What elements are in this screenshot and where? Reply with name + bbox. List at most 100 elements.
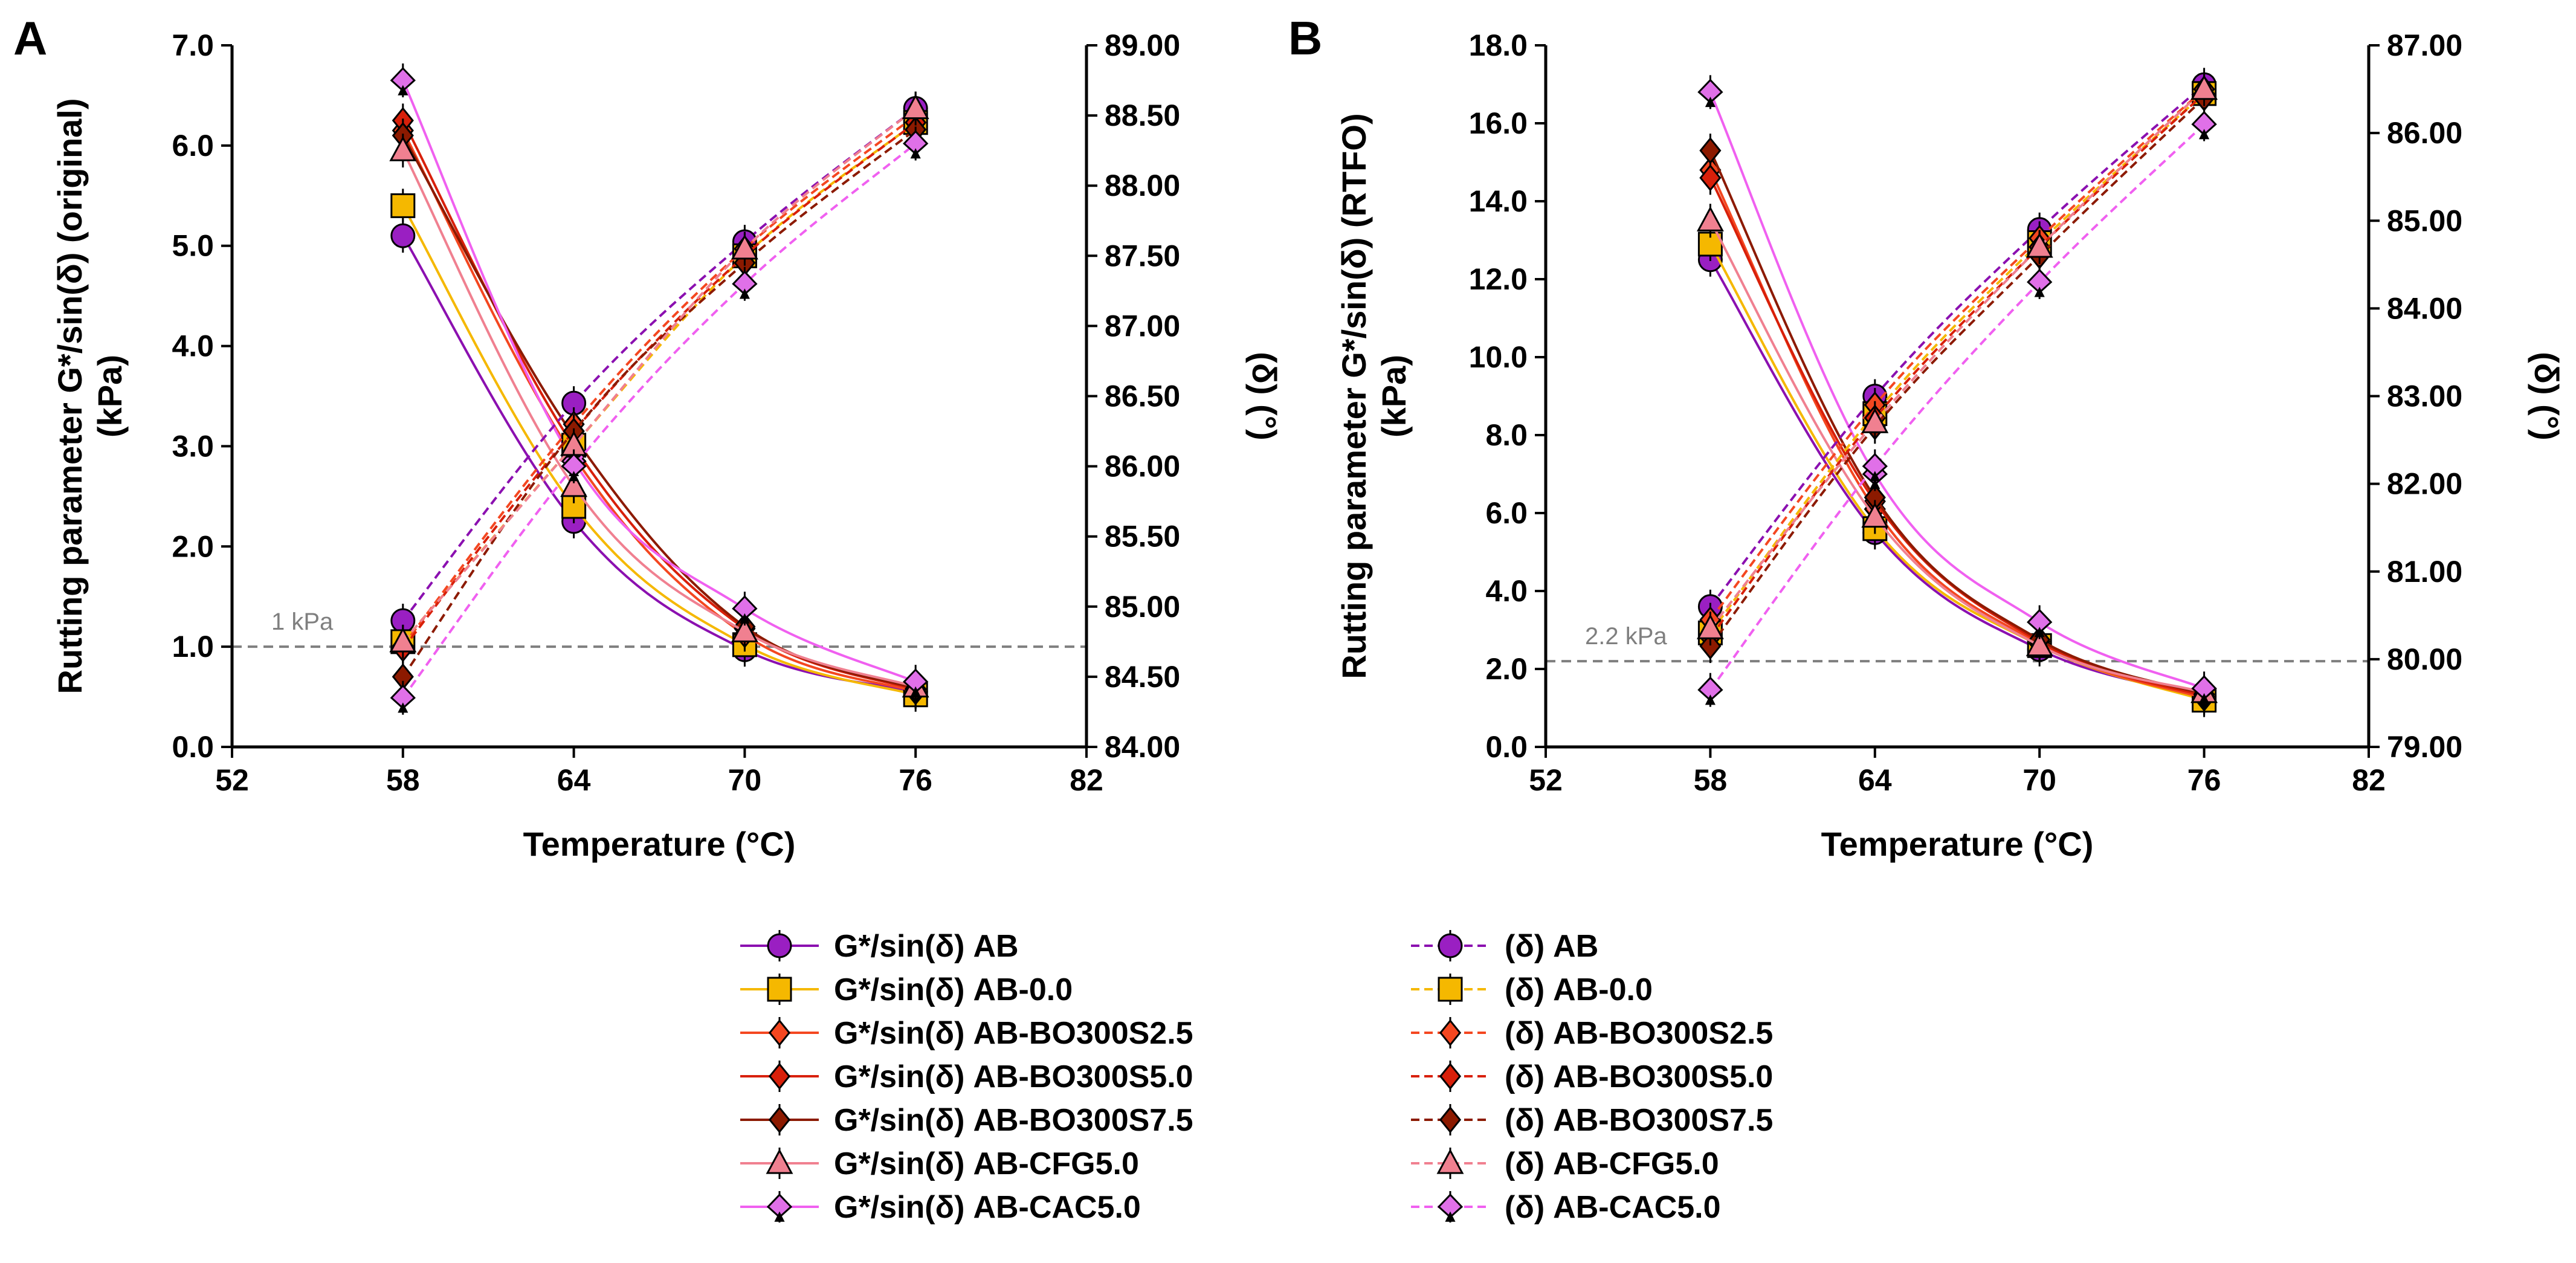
legend-marker [766, 1148, 793, 1174]
y-axis-label-line2: (kPa) [1375, 355, 1413, 438]
data-point [2026, 631, 2053, 656]
data-point-tail [1705, 97, 1716, 108]
y-tick-label: 4.0 [1485, 574, 1528, 608]
series-line [402, 235, 916, 693]
data-point [1699, 164, 1722, 192]
x-tick-label: 76 [899, 763, 932, 797]
data-point [389, 136, 417, 161]
legend-material: AB-0.0 [1553, 972, 1653, 1007]
legend-marker-tail [1445, 1211, 1456, 1222]
legend-marker [1439, 1106, 1462, 1134]
series-line [1709, 88, 2205, 630]
series-line [1709, 150, 2205, 696]
legend-marker [767, 977, 792, 1002]
series-phase-ab-0.0 [390, 105, 928, 659]
data-point [389, 627, 417, 653]
data-point [1861, 407, 1889, 433]
series-g-ab-bo300s5.0 [392, 103, 927, 707]
x-tick-label: 82 [1070, 763, 1103, 797]
legend-type: G*/sin(δ) [834, 1059, 964, 1094]
y-axis-label: Rutting parameter G*/sin(δ) (RTFO)(kPa) [1335, 113, 1413, 679]
x-axis-label: Temperature (°C) [1821, 825, 2094, 863]
data-point [560, 471, 588, 497]
y-axis-label-line1: Rutting parameter G*/sin(δ) (RTFO) [1335, 113, 1373, 679]
legend-material: AB-BO300S5.0 [1553, 1059, 1773, 1094]
legend-type: (δ) [1505, 1016, 1545, 1051]
legend-type: (δ) [1505, 972, 1545, 1007]
data-point [2191, 111, 2217, 140]
legend-label: G*/sin(δ) AB-BO300S7.5 [834, 1103, 1193, 1138]
legend-entry-g-ab: G*/sin(δ) AB [740, 929, 1019, 964]
legend-label: G*/sin(δ) AB-BO300S5.0 [834, 1059, 1193, 1094]
data-point [561, 453, 587, 482]
series-line [1709, 97, 2205, 647]
y2-tick-label: 85.50 [1105, 520, 1180, 554]
data-point [1696, 614, 1724, 639]
series-line [402, 150, 916, 688]
legend-material: AB-BO300S2.5 [1553, 1016, 1773, 1051]
series-line [1709, 243, 2205, 702]
legend-marker [768, 1062, 791, 1090]
series-g-ab-bo300s7.5 [392, 118, 927, 706]
data-point [2027, 609, 2053, 638]
series-g-ab-cfg5.0 [389, 134, 929, 704]
legend-material: AB-BO300S2.5 [973, 1016, 1193, 1051]
legend-label: G*/sin(δ) AB [834, 929, 1019, 964]
data-point [390, 684, 416, 713]
y2-tick-label: 88.50 [1105, 99, 1180, 132]
y-tick-label: 6.0 [1485, 496, 1528, 530]
data-point [2027, 268, 2053, 297]
legend-type: G*/sin(δ) [834, 929, 964, 964]
y2-tick-label: 79.00 [2387, 730, 2462, 764]
legend-label: (δ) AB [1505, 929, 1598, 964]
x-tick-label: 70 [728, 763, 762, 797]
series-line [1709, 83, 2205, 608]
series-phase-ab-0.0 [1697, 76, 2217, 650]
data-point-tail [2034, 627, 2045, 638]
legend-label: (δ) AB-BO300S7.5 [1505, 1103, 1773, 1138]
legend-marker [766, 1193, 793, 1222]
y2-axis-label: (δ) (°) [1245, 352, 1283, 441]
legend-material: AB-0.0 [973, 972, 1073, 1007]
data-point [732, 270, 758, 299]
series-line [1709, 88, 2205, 621]
data-point-tail [398, 702, 408, 713]
data-point-tail [398, 85, 408, 95]
y-tick-label: 5.0 [172, 229, 214, 263]
legend-material: AB [973, 929, 1018, 964]
x-tick-label: 64 [1858, 763, 1892, 797]
legend-entry-phase-ab: (δ) AB [1411, 929, 1598, 964]
series-line [1709, 92, 2205, 638]
legend-type: (δ) [1505, 1103, 1545, 1138]
x-tick-label: 58 [386, 763, 420, 797]
legend-type: G*/sin(δ) [834, 972, 964, 1007]
legend-entry-g-ab-cac5.0: G*/sin(δ) AB-CAC5.0 [740, 1190, 1141, 1225]
y2-tick-label: 87.00 [2387, 28, 2462, 62]
series-g-ab-cac5.0 [1697, 75, 2217, 706]
legend-entry-phase-ab-cac5.0: (δ) AB-CAC5.0 [1411, 1190, 1721, 1225]
x-tick-label: 82 [2352, 763, 2386, 797]
data-point-tail [1870, 479, 1880, 489]
series-g-ab-0.0 [390, 189, 928, 712]
legend-marker [768, 1019, 791, 1047]
x-tick-label: 64 [557, 763, 591, 797]
x-tick-label: 70 [2022, 763, 2056, 797]
data-point [2026, 232, 2053, 258]
data-point-tail [739, 288, 750, 299]
y2-tick-label: 87.00 [1105, 309, 1180, 343]
data-point [1697, 79, 1723, 108]
y-tick-label: 2.0 [1485, 652, 1528, 686]
y-tick-label: 14.0 [1469, 184, 1528, 218]
legend-entry-phase-ab-bo300s2.5: (δ) AB-BO300S2.5 [1411, 1016, 1773, 1051]
y-tick-label: 1.0 [172, 630, 214, 664]
y-tick-label: 10.0 [1469, 340, 1528, 374]
y2-tick-label: 83.00 [2387, 380, 2462, 413]
legend-label: G*/sin(δ) AB-CAC5.0 [834, 1190, 1141, 1225]
series-line [402, 205, 916, 696]
series-line [402, 135, 916, 690]
data-point [903, 668, 929, 697]
data-point-tail [2199, 129, 2210, 140]
legend-material: AB-BO300S7.5 [1553, 1103, 1773, 1138]
data-point [390, 223, 416, 248]
series-line [1709, 92, 2205, 634]
